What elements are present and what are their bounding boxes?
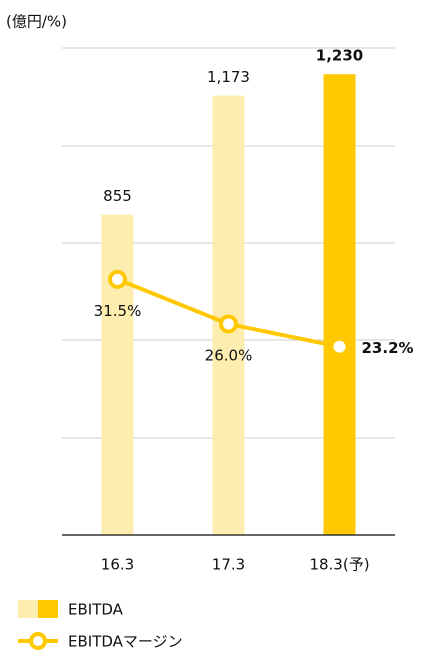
legend-marker bbox=[29, 632, 47, 650]
line-point bbox=[333, 340, 346, 353]
x-tick-label: 16.3 bbox=[101, 556, 134, 574]
x-tick-label: 17.3 bbox=[212, 556, 245, 574]
line-value-label: 26.0% bbox=[205, 346, 253, 364]
bar bbox=[323, 74, 356, 535]
bar bbox=[101, 214, 134, 535]
legend-swatch bbox=[18, 600, 38, 618]
legend-swatch bbox=[38, 600, 58, 618]
legend-label: EBITDAマージン bbox=[68, 633, 183, 651]
legend-label: EBITDA bbox=[68, 601, 124, 619]
line-value-label: 31.5% bbox=[94, 302, 142, 320]
line-value-label: 23.2% bbox=[362, 339, 414, 357]
line-point bbox=[108, 269, 127, 289]
line-point bbox=[219, 314, 238, 334]
x-tick-label: 18.3(予) bbox=[309, 556, 369, 574]
bar-value-label: 1,173 bbox=[207, 68, 250, 86]
bar-value-label: 855 bbox=[103, 187, 132, 205]
unit-label: (億円/%) bbox=[6, 13, 67, 31]
bar-value-label: 1,230 bbox=[316, 47, 363, 65]
